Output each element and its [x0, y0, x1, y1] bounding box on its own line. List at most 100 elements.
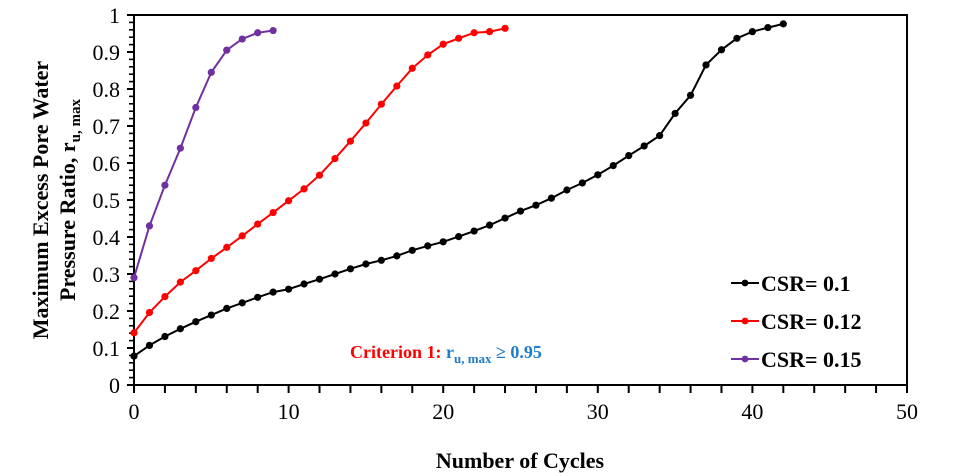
- legend-item: CSR= 0.1: [731, 271, 851, 296]
- data-point: [702, 61, 710, 69]
- data-point: [176, 325, 184, 333]
- data-point: [439, 40, 447, 48]
- y-axis-title-subscript: u, max: [68, 99, 84, 143]
- data-point: [609, 161, 617, 170]
- data-point: [145, 341, 154, 350]
- y-tick-label: 0.9: [93, 40, 121, 65]
- axes: 00.10.20.30.40.50.60.70.80.910 10 20 30 40 50: [93, 3, 919, 424]
- criterion-expr-rest: ≥ 0.95: [492, 342, 542, 362]
- y-tick-label: 0.1: [93, 336, 121, 361]
- x-tick-label: 10: [278, 399, 300, 424]
- series-layer: [130, 20, 787, 360]
- data-point: [223, 243, 231, 251]
- data-point: [130, 274, 138, 282]
- data-point: [269, 208, 277, 217]
- data-point: [516, 207, 525, 215]
- data-point: [501, 214, 509, 222]
- data-point: [130, 352, 138, 360]
- y-tick-label: 0: [109, 373, 120, 398]
- data-point: [161, 292, 169, 301]
- legend-label: CSR= 0.1: [761, 271, 851, 296]
- series-csr-0-15: [130, 26, 277, 282]
- y-axis-title-main: Pressure Ratio, r: [55, 142, 80, 301]
- data-point: [362, 260, 370, 268]
- data-point: [238, 299, 246, 307]
- series-line: [133, 27, 506, 334]
- data-point: [377, 256, 385, 264]
- data-point: [733, 34, 741, 42]
- series-csr-0-1: [130, 20, 787, 360]
- legend-marker: [741, 279, 749, 287]
- data-point: [686, 91, 695, 99]
- data-point: [362, 119, 370, 127]
- y-tick-label: 0.3: [93, 262, 121, 287]
- data-point: [254, 293, 262, 301]
- data-point: [145, 222, 154, 230]
- data-point: [578, 179, 586, 187]
- series-line: [133, 22, 784, 357]
- criterion-expr-subscript: u, max: [454, 351, 492, 366]
- data-point: [238, 35, 246, 43]
- data-point: [748, 28, 757, 36]
- data-point: [192, 103, 200, 112]
- data-point: [470, 227, 478, 235]
- data-point: [485, 28, 494, 36]
- data-point: [192, 267, 200, 275]
- y-tick-label: 1: [109, 3, 120, 28]
- data-point: [331, 270, 339, 278]
- data-point: [393, 252, 401, 260]
- data-point: [285, 285, 293, 293]
- data-point: [625, 152, 633, 160]
- data-point: [470, 29, 478, 37]
- data-point: [346, 265, 355, 273]
- data-point: [377, 100, 385, 108]
- data-point: [717, 46, 726, 54]
- legend-label: CSR= 0.15: [761, 347, 862, 372]
- data-point: [331, 154, 339, 163]
- data-point: [485, 221, 494, 229]
- x-tick-label: 20: [432, 399, 454, 424]
- x-axis-title: Number of Cycles: [436, 448, 605, 473]
- data-point: [547, 194, 556, 202]
- data-point: [563, 186, 571, 194]
- x-tick-label: 0: [129, 399, 140, 424]
- legend: CSR= 0.1 CSR= 0.12 CSR= 0.15: [731, 271, 862, 372]
- data-point: [501, 24, 509, 32]
- data-point: [161, 181, 169, 189]
- data-point: [439, 238, 447, 246]
- data-point: [640, 142, 648, 150]
- data-point: [779, 20, 787, 28]
- y-tick-label: 0.2: [93, 299, 121, 324]
- data-point: [285, 197, 293, 205]
- y-tick-label: 0.5: [93, 188, 121, 213]
- legend-label: CSR= 0.12: [761, 309, 862, 334]
- data-point: [254, 220, 262, 228]
- criterion-annotation: Criterion 1: ru, max ≥ 0.95: [350, 342, 542, 366]
- data-point: [130, 329, 138, 337]
- y-tick-label: 0.4: [93, 225, 121, 250]
- data-point: [207, 311, 215, 319]
- y-tick-label: 0.6: [93, 151, 121, 176]
- data-point: [238, 232, 246, 240]
- x-tick-label: 40: [741, 399, 763, 424]
- data-point: [161, 332, 169, 341]
- data-point: [424, 51, 432, 59]
- data-point: [176, 278, 184, 286]
- data-point: [408, 64, 416, 72]
- data-point: [671, 109, 679, 118]
- data-point: [254, 29, 262, 37]
- data-point: [192, 318, 200, 326]
- data-point: [223, 304, 231, 313]
- data-point: [300, 185, 308, 193]
- x-tick-label: 50: [896, 399, 918, 424]
- data-point: [145, 308, 154, 317]
- data-point: [656, 132, 664, 140]
- x-tick-label: 30: [587, 399, 609, 424]
- data-point: [408, 246, 416, 254]
- data-point: [223, 46, 231, 54]
- data-point: [269, 26, 277, 35]
- data-point: [315, 275, 324, 283]
- criterion-label: Criterion 1:: [350, 342, 446, 362]
- data-point: [455, 34, 463, 42]
- data-point: [455, 233, 463, 241]
